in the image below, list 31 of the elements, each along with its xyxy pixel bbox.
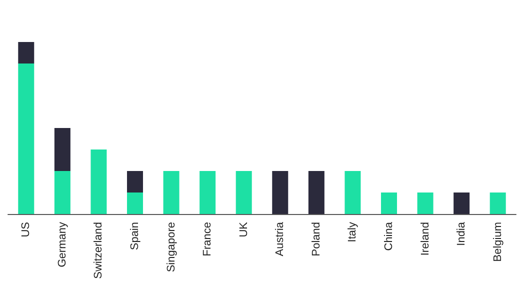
x-tick-label: Spain bbox=[129, 222, 141, 250]
bar bbox=[54, 128, 70, 171]
x-tick-label: Italy bbox=[346, 222, 359, 242]
x-tick-label: Austria bbox=[274, 221, 286, 256]
bar bbox=[163, 171, 180, 214]
x-tick-label: France bbox=[202, 222, 214, 256]
x-tick-label: UK bbox=[238, 221, 250, 238]
x-tick-label: China bbox=[383, 221, 395, 251]
bar bbox=[454, 192, 470, 214]
bar bbox=[417, 192, 434, 214]
x-tick-label: Germany bbox=[56, 222, 68, 268]
bar bbox=[490, 192, 506, 214]
bar bbox=[127, 192, 143, 214]
bar bbox=[200, 171, 216, 214]
bar bbox=[308, 171, 324, 214]
bar bbox=[18, 42, 34, 64]
bar bbox=[272, 171, 288, 214]
bar bbox=[236, 171, 252, 214]
x-tick-label: India bbox=[456, 221, 468, 246]
x-tick-label: US bbox=[20, 222, 32, 238]
x-tick-label: Belgium bbox=[492, 222, 504, 262]
bar bbox=[18, 64, 34, 214]
bar bbox=[344, 171, 361, 214]
bar bbox=[90, 150, 107, 214]
x-tick-label: Switzerland bbox=[92, 222, 105, 279]
bar bbox=[381, 192, 397, 214]
bar bbox=[127, 171, 143, 192]
x-tick-label: Ireland bbox=[419, 222, 432, 256]
x-tick-label: Singapore bbox=[165, 222, 178, 272]
bar bbox=[54, 171, 70, 214]
x-tick-label: Poland bbox=[310, 222, 322, 256]
